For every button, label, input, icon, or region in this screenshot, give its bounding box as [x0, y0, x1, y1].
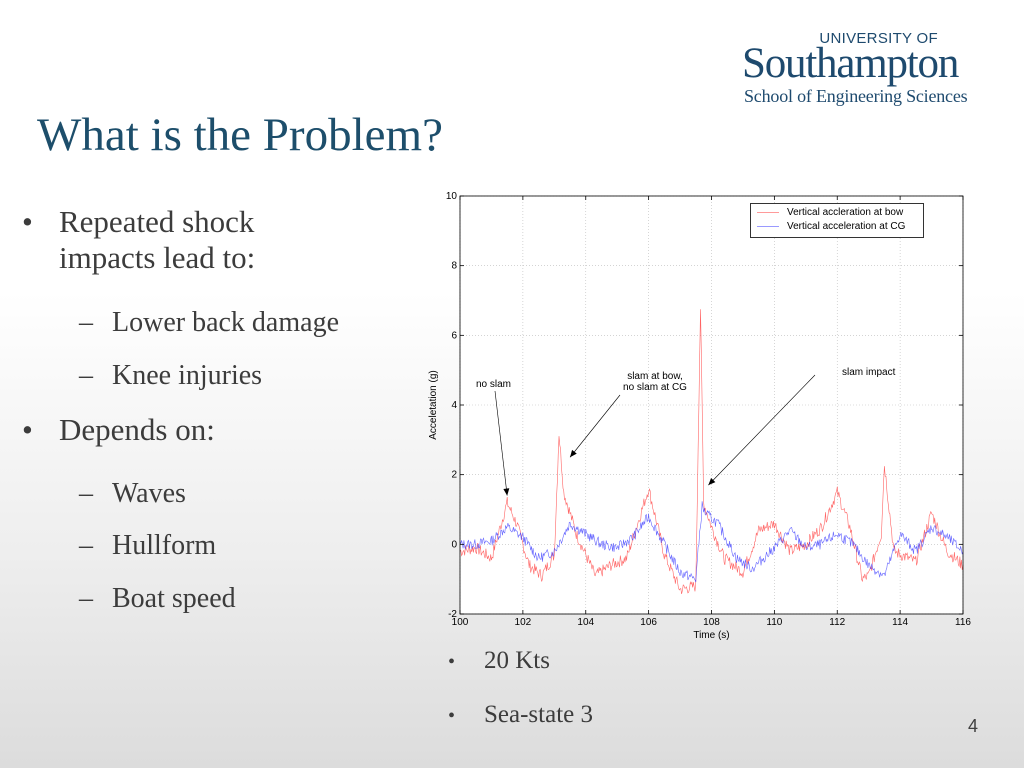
annotation-arrowhead: [708, 478, 716, 486]
x-tick-label: 108: [703, 617, 720, 628]
x-tick-label: 110: [766, 617, 782, 628]
bullet-marker: •: [448, 651, 456, 673]
y-tick-label: 0: [451, 539, 457, 550]
legend-item-cg: Vertical acceleration at CG: [751, 220, 923, 234]
sub-bullet-text: Lower back damage: [112, 307, 339, 338]
y-tick-label: 2: [451, 470, 457, 481]
x-tick-label: 112: [829, 617, 845, 628]
annotation-arrowhead: [570, 449, 577, 458]
bullet-marker: •: [22, 204, 33, 239]
logo-line-school: School of Engineering Sciences: [744, 86, 968, 106]
slide-title: What is the Problem?: [37, 109, 443, 161]
dash-marker: –: [79, 478, 93, 509]
annotation-text: slam at bow,: [627, 371, 683, 382]
dash-marker: –: [79, 530, 93, 561]
sub-bullet-text: Knee injuries: [112, 360, 263, 391]
annotation-text: slam impact: [842, 367, 896, 378]
x-tick-label: 104: [577, 617, 594, 628]
bullet-text-cont: impacts lead to:: [59, 240, 256, 275]
annotation-arrowhead: [503, 488, 510, 496]
sub-bullet-text: Boat speed: [112, 583, 236, 614]
acceleration-chart: 100 102 104 106 108 110 112 114 116 -2 0 2 4 6 8 10 Time…: [428, 191, 971, 641]
legend-label-bow: Vertical accleration at bow: [787, 207, 904, 218]
y-tick-label: 10: [446, 191, 458, 202]
x-tick-label: 116: [955, 617, 971, 628]
bullet-text: Depends on:: [59, 412, 215, 447]
x-axis-label: Time (s): [693, 630, 729, 641]
legend-swatch-cg: [757, 226, 779, 227]
series-line-cg: [459, 501, 964, 583]
legend-swatch-bow: [757, 212, 779, 213]
y-tick-label: -2: [448, 609, 457, 620]
annotation-text-line2: no slam at CG: [623, 382, 687, 393]
dash-marker: –: [79, 583, 93, 614]
annotation-arrow-line: [494, 390, 508, 496]
dash-marker: –: [79, 307, 93, 338]
legend-label-cg: Vertical acceleration at CG: [787, 221, 906, 232]
condition-text: 20 Kts: [484, 647, 550, 674]
annotation-text: no slam: [476, 379, 511, 390]
sub-bullet-text: Hullform: [112, 530, 217, 561]
y-axis-label: Acceletation (g): [428, 370, 439, 439]
chart-legend: Vertical accleration at bow Vertical acc…: [750, 203, 924, 238]
x-tick-label: 114: [892, 617, 908, 628]
x-tick-label: 100: [452, 617, 469, 628]
bullet-text: Repeated shock: [59, 204, 255, 239]
annotation-arrow-line: [569, 394, 621, 458]
bullet-marker: •: [22, 412, 33, 447]
logo-line-university: UNIVERSITY OF: [819, 30, 938, 47]
annotation-arrow-line: [708, 374, 816, 486]
sub-bullet-text: Waves: [112, 478, 186, 509]
legend-item-bow: Vertical accleration at bow: [751, 206, 923, 220]
university-logo: UNIVERSITY OF Southampton School of Engi…: [742, 30, 982, 112]
bullet-marker: •: [448, 705, 456, 727]
x-tick-label: 106: [640, 617, 657, 628]
y-tick-label: 4: [451, 400, 457, 411]
y-tick-label: 6: [451, 330, 457, 341]
page-number: 4: [968, 716, 979, 736]
series-line-bow: [459, 309, 964, 594]
condition-text: Sea-state 3: [484, 701, 593, 728]
logo-line-southampton: Southampton: [742, 40, 959, 87]
x-tick-label: 102: [515, 617, 532, 628]
y-tick-label: 8: [451, 261, 457, 272]
dash-marker: –: [79, 360, 93, 391]
